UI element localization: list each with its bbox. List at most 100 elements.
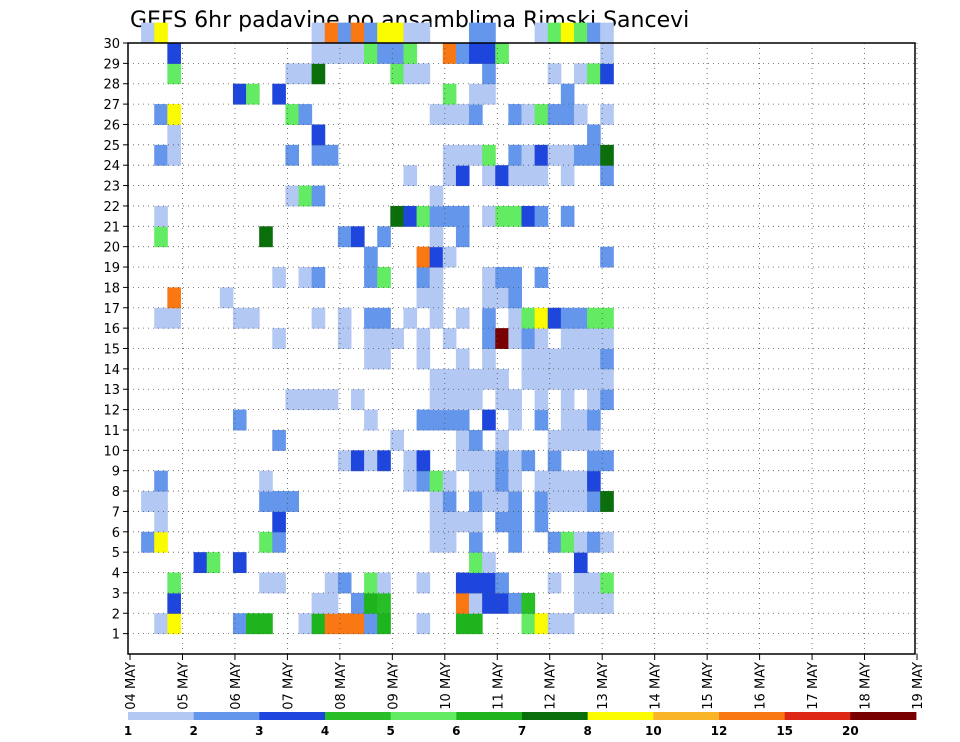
heatmap-cell xyxy=(521,205,536,227)
heatmap-cell xyxy=(442,368,457,390)
heatmap-cell xyxy=(390,328,404,349)
heatmap-cell xyxy=(442,43,457,64)
heatmap-cell xyxy=(455,429,470,451)
colorbar-label: 8 xyxy=(583,724,591,738)
heatmap-cell xyxy=(508,531,522,553)
heatmap-cell xyxy=(455,226,470,248)
heatmap-cell xyxy=(455,104,470,125)
heatmap-cell xyxy=(495,572,509,594)
y-tick-label: 2 xyxy=(112,607,120,622)
heatmap-cell xyxy=(259,613,273,635)
heatmap-cell xyxy=(311,389,326,411)
heatmap-cell xyxy=(600,368,614,390)
heatmap-cell xyxy=(587,450,601,472)
heatmap-cell xyxy=(337,22,352,44)
heatmap-cell xyxy=(311,144,326,166)
heatmap-cell xyxy=(482,592,496,614)
heatmap-cell xyxy=(350,389,365,411)
heatmap-cell xyxy=(482,348,496,370)
heatmap-cell xyxy=(573,491,588,512)
heatmap-cell xyxy=(337,328,352,349)
heatmap-cell xyxy=(442,409,457,431)
heatmap-cell xyxy=(560,307,575,329)
heatmap-cell xyxy=(154,307,168,329)
heatmap-cell xyxy=(141,491,155,512)
heatmap-cell xyxy=(482,572,496,594)
heatmap-cell xyxy=(442,470,457,492)
heatmap-cell xyxy=(455,144,470,166)
heatmap-cell xyxy=(573,572,588,594)
heatmap-cell xyxy=(587,572,601,594)
y-tick-label: 15 xyxy=(103,343,120,358)
heatmap-cell xyxy=(587,124,601,146)
heatmap-cell xyxy=(560,104,575,125)
x-tick-label: 15 MAY xyxy=(701,662,716,710)
heatmap-cell xyxy=(324,572,339,594)
heatmap-cell xyxy=(495,592,509,614)
y-tick-label: 16 xyxy=(103,322,120,337)
heatmap-cell xyxy=(350,226,365,248)
heatmap-cell xyxy=(377,348,391,370)
heatmap-cell xyxy=(272,511,286,533)
x-tick-label: 12 MAY xyxy=(544,662,559,710)
heatmap-cell xyxy=(547,348,562,370)
heatmap-cell xyxy=(455,450,470,472)
heatmap-cell xyxy=(534,470,549,492)
heatmap-cell xyxy=(547,368,562,390)
heatmap-cell xyxy=(547,613,562,635)
heatmap-cell xyxy=(429,307,444,329)
heatmap-cell xyxy=(560,144,575,166)
heatmap-cell xyxy=(167,613,181,635)
heatmap-cell xyxy=(547,63,562,85)
heatmap-cell xyxy=(350,450,365,472)
heatmap-cell xyxy=(298,613,313,635)
y-tick-label: 28 xyxy=(103,78,120,93)
heatmap-cell xyxy=(573,328,588,349)
heatmap-cell xyxy=(573,470,588,492)
heatmap-cell xyxy=(587,368,601,390)
heatmap-cell xyxy=(377,307,391,329)
x-tick-label: 07 MAY xyxy=(281,662,296,710)
heatmap-cell xyxy=(573,531,588,553)
heatmap-cell xyxy=(324,592,339,614)
heatmap-cell xyxy=(364,307,378,329)
heatmap-cell xyxy=(167,592,181,614)
heatmap-cell xyxy=(403,307,418,329)
heatmap-cell xyxy=(560,491,575,512)
heatmap-cell xyxy=(573,348,588,370)
heatmap-cell xyxy=(416,348,431,370)
heatmap-cell xyxy=(482,267,496,288)
dotted-grid xyxy=(128,43,918,654)
heatmap-cell xyxy=(508,592,522,614)
heatmap-cell xyxy=(416,287,431,309)
x-tick-label: 10 MAY xyxy=(439,662,454,710)
heatmap-cell xyxy=(508,389,522,411)
colorbar-swatch xyxy=(784,712,851,720)
heatmap-cell xyxy=(482,491,496,512)
heatmap-cell xyxy=(469,104,483,125)
heatmap-cell xyxy=(377,22,391,44)
heatmap-cell xyxy=(141,22,155,44)
heatmap-cell xyxy=(495,511,509,533)
heatmap-cell xyxy=(364,450,378,472)
heatmap-cell xyxy=(154,226,168,248)
heatmap-cell xyxy=(600,165,614,187)
heatmap-cell xyxy=(416,572,431,594)
colorbar-swatch xyxy=(587,712,654,720)
heatmap-cell xyxy=(547,450,562,472)
y-tick-label: 7 xyxy=(112,505,120,520)
heatmap-cell xyxy=(495,429,509,451)
colorbar-label: 12 xyxy=(711,724,728,738)
heatmap-cell xyxy=(364,22,378,44)
y-tick-label: 5 xyxy=(112,546,120,561)
y-tick-label: 17 xyxy=(103,302,120,317)
heatmap-cell xyxy=(429,226,444,248)
heatmap-cell xyxy=(482,43,496,64)
heatmap-cell xyxy=(508,328,522,349)
colorbar-label: 6 xyxy=(452,724,460,738)
colorbar-swatch xyxy=(325,712,392,720)
heatmap-cell xyxy=(587,389,601,411)
heatmap-cell xyxy=(534,104,549,125)
y-tick-label: 27 xyxy=(103,98,120,113)
heatmap-cell xyxy=(311,63,326,85)
